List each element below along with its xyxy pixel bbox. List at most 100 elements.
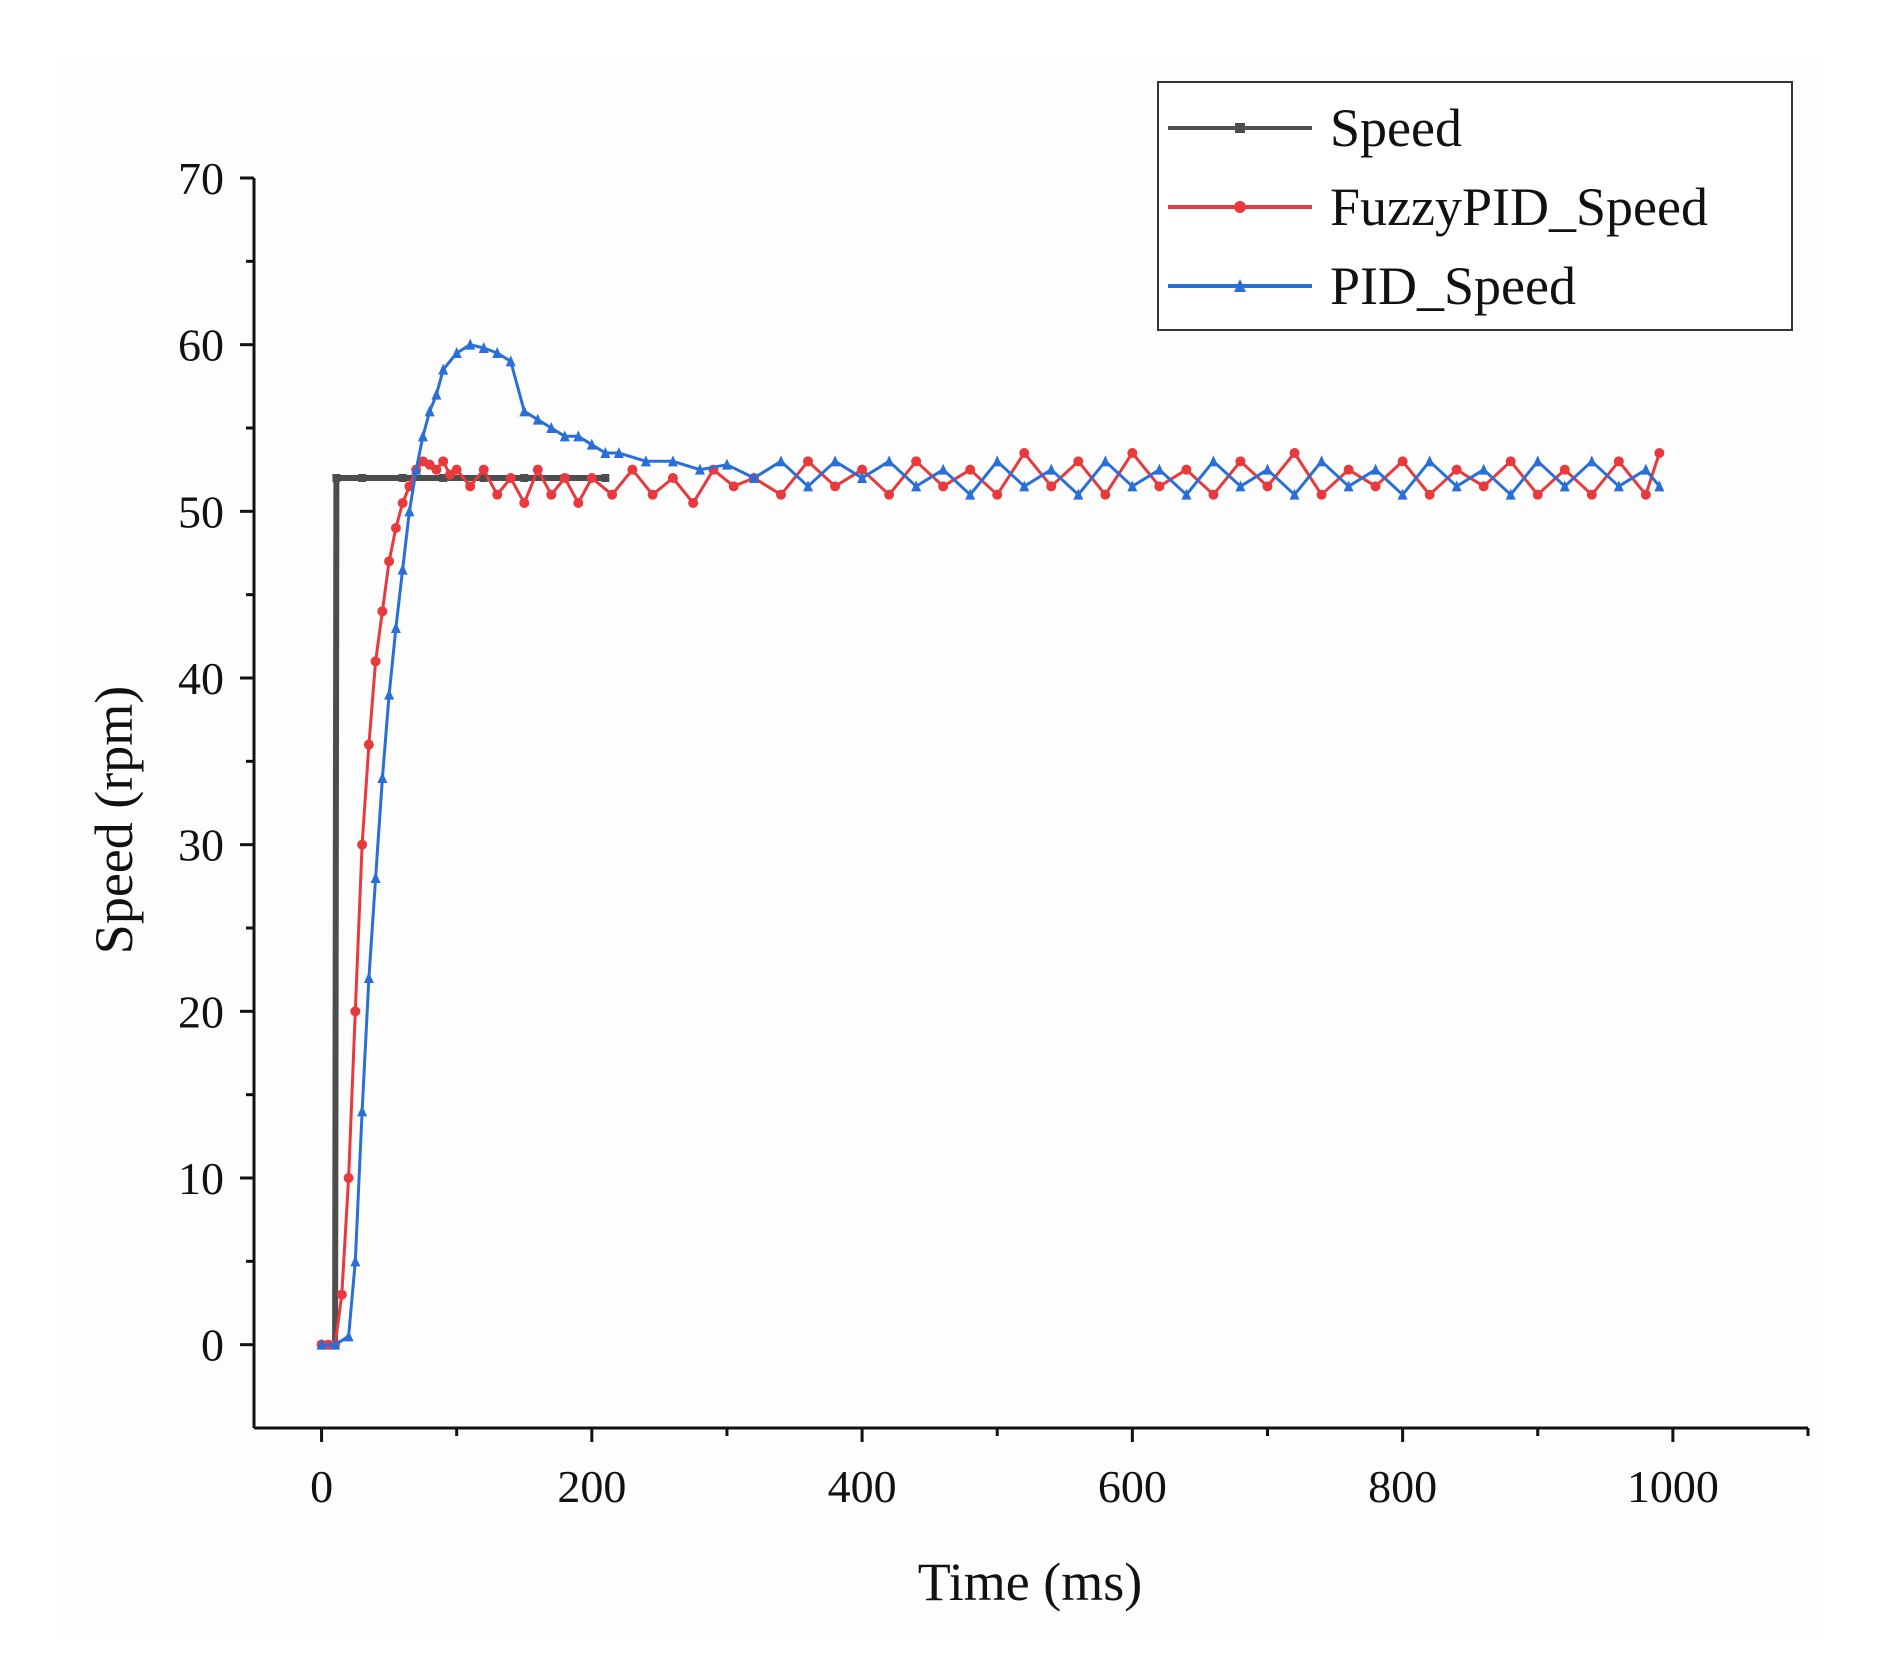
data-point <box>992 455 1003 467</box>
data-point <box>601 474 610 482</box>
data-point <box>776 455 787 467</box>
series-line <box>321 475 606 1348</box>
data-point <box>965 464 976 475</box>
data-point <box>600 447 611 458</box>
data-point <box>1586 489 1597 500</box>
data-point <box>1181 464 1192 475</box>
data-point <box>519 498 530 508</box>
data-point <box>384 556 395 567</box>
data-point <box>1532 455 1543 467</box>
data-point <box>520 474 529 482</box>
data-point <box>1154 481 1165 492</box>
y-tick-label: 40 <box>178 653 224 704</box>
data-point <box>803 480 814 492</box>
data-point <box>776 489 787 500</box>
data-point <box>1343 480 1354 492</box>
data-point <box>424 405 435 417</box>
data-point <box>1532 489 1543 500</box>
data-point <box>647 489 658 500</box>
legend-entry-pid-speed: PID_Speed <box>1168 256 1576 316</box>
data-point <box>1397 456 1408 467</box>
data-point <box>411 463 422 475</box>
data-point <box>478 342 489 353</box>
data-point <box>688 498 699 508</box>
data-point <box>1397 488 1408 500</box>
legend-entry-speed: Speed <box>1168 98 1462 158</box>
x-tick-label: 200 <box>557 1461 626 1512</box>
data-point <box>398 474 407 482</box>
data-point <box>1559 464 1570 475</box>
data-point <box>1235 480 1246 492</box>
data-point <box>439 474 448 482</box>
data-point <box>1073 488 1084 500</box>
data-point <box>573 498 584 508</box>
data-point <box>586 438 597 450</box>
data-point <box>397 563 408 575</box>
data-point <box>559 430 570 442</box>
x-axis-title: Time (ms) <box>918 1552 1143 1612</box>
legend-label: FuzzyPID_Speed <box>1330 177 1708 237</box>
data-point <box>316 1338 327 1350</box>
data-point <box>350 1255 361 1267</box>
data-point <box>1046 481 1057 492</box>
data-point <box>992 489 1003 500</box>
data-point <box>532 464 543 475</box>
data-point <box>667 473 678 483</box>
data-point <box>1559 480 1570 492</box>
data-point <box>397 498 408 508</box>
x-tick-label: 400 <box>828 1461 897 1512</box>
data-point <box>350 1006 361 1017</box>
data-point <box>465 338 476 350</box>
data-point <box>1127 448 1138 458</box>
data-point <box>451 347 462 358</box>
data-point <box>431 464 442 475</box>
data-point <box>1262 463 1273 475</box>
data-point <box>451 464 462 475</box>
x-tick-label: 0 <box>310 1461 333 1512</box>
data-point <box>1478 463 1489 475</box>
data-point <box>343 1173 354 1183</box>
legend-label: Speed <box>1330 98 1462 158</box>
data-point <box>404 505 415 517</box>
data-point <box>330 1338 341 1350</box>
y-tick-label: 0 <box>201 1320 224 1371</box>
data-point <box>748 472 759 483</box>
data-point <box>830 455 841 467</box>
x-tick-label: 800 <box>1368 1461 1437 1512</box>
data-point <box>377 772 388 783</box>
data-point <box>613 447 624 458</box>
data-point <box>1316 489 1327 500</box>
data-point <box>1289 448 1300 458</box>
y-tick-label: 20 <box>178 986 224 1037</box>
data-point <box>1370 463 1381 475</box>
data-point <box>1208 489 1219 500</box>
data-point <box>1154 463 1165 475</box>
data-point <box>332 474 341 482</box>
data-point <box>438 363 449 375</box>
data-point <box>721 458 732 470</box>
data-point <box>965 488 976 500</box>
data-point <box>1613 480 1624 492</box>
data-point <box>1316 455 1327 467</box>
data-point <box>1019 448 1030 458</box>
data-point <box>370 872 381 883</box>
legend-marker <box>1234 279 1246 292</box>
data-point <box>1100 489 1111 500</box>
data-point <box>1100 455 1111 467</box>
data-point <box>1343 464 1354 475</box>
data-point <box>640 455 651 467</box>
data-point <box>1613 456 1624 467</box>
legend-entry-fuzzypid-speed: FuzzyPID_Speed <box>1168 177 1708 237</box>
data-point <box>1289 488 1300 500</box>
data-point <box>1640 489 1651 500</box>
data-point <box>1424 489 1435 500</box>
data-point <box>884 455 895 467</box>
data-point <box>830 481 841 492</box>
data-point <box>911 456 922 467</box>
data-point <box>1208 455 1219 467</box>
data-point <box>938 481 949 492</box>
axes-layer: 0 10 20 30 40 50 60 70 0 200 400 600 800 1000 <box>178 153 1810 1512</box>
data-point <box>505 473 516 483</box>
y-tick-label: 30 <box>178 820 224 871</box>
data-point <box>532 413 543 425</box>
